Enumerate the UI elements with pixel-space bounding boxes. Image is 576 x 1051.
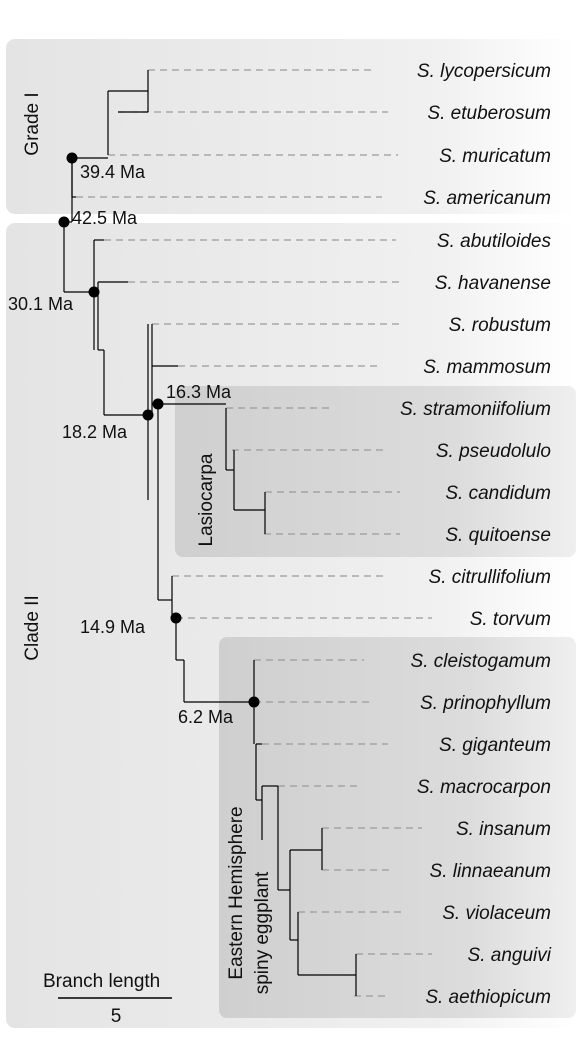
dated-node-dot [58,216,70,228]
grade-1-label: Grade I [22,92,43,155]
spiny-eggplant-label: spiny eggplant [252,871,273,994]
lasiocarpa-label: Lasiocarpa [196,453,217,546]
scale-bar-value: 5 [111,1006,122,1027]
taxon-label: S. quitoense [445,525,551,546]
taxon-label: S. aethiopicum [425,987,551,1008]
dated-node-dot [88,286,100,298]
dated-node-dot [248,696,260,708]
taxon-label: S. mammosum [423,357,551,378]
eastern-hemisphere-label: Eastern Hemisphere [226,806,247,979]
taxon-label: S. muricatum [439,146,551,167]
taxon-label: S. prinophyllum [420,693,551,714]
clade-2-label: Clade II [22,595,43,660]
taxon-label: S. havanense [435,273,551,294]
lasiocarpa-panel [175,386,576,557]
taxon-label: S. citrullifolium [429,567,551,588]
taxon-label: S. robustum [449,315,551,336]
dated-node-dot [142,409,154,421]
taxon-label: S. abutiloides [437,231,552,252]
node-label-18-2: 18.2 Ma [62,422,128,442]
taxon-label: S. violaceum [442,903,551,924]
taxon-label: S. linnaeanum [430,861,551,882]
node-label-6-2: 6.2 Ma [178,707,234,727]
taxon-label: S. etuberosum [427,103,551,124]
node-label-42-5: 42.5 Ma [72,208,138,228]
taxon-label: S. macrocarpon [417,777,551,798]
tip-guide-lines [76,69,432,997]
taxon-label: S. insanum [456,819,551,840]
dated-node-dot [152,398,164,410]
taxon-label: S. americanum [423,188,551,209]
scale-bar-title: Branch length [43,971,160,992]
taxon-labels: S. lycopersicum S. etuberosum S. muricatum… [400,61,552,1008]
taxon-label: S. candidum [445,483,551,504]
taxon-label: S. giganteum [439,735,551,756]
taxon-label: S. lycopersicum [417,61,551,82]
node-label-30-1: 30.1 Ma [8,294,74,314]
taxon-label: S. pseudolulo [436,441,551,462]
tree-branches [63,70,357,996]
node-label-16-3: 16.3 Ma [166,382,232,402]
taxon-label: S. anguivi [468,945,552,966]
taxon-label: S. torvum [470,609,551,630]
dated-node-dot [170,612,182,624]
taxon-label: S. stramoniifolium [400,399,551,420]
taxon-label: S. cleistogamum [411,651,551,672]
node-label-14-9: 14.9 Ma [80,617,146,637]
dated-node-dot [66,152,78,164]
node-label-39-4: 39.4 Ma [80,162,146,182]
dated-nodes [58,152,260,708]
